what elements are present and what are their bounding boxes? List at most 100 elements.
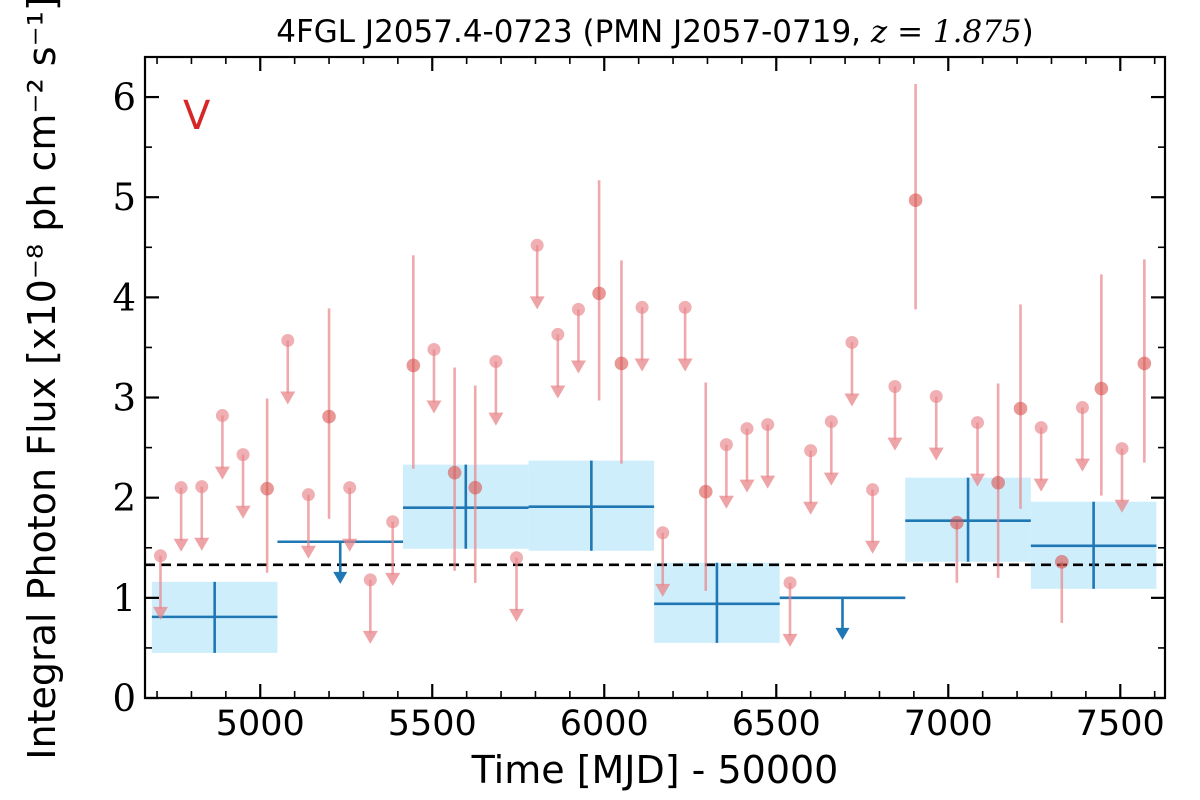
short-bin-upper-limit-arrow xyxy=(529,296,545,310)
short-bin-upper-limit-marker xyxy=(386,515,400,529)
short-bin-upper-limit-arrow xyxy=(194,537,210,551)
short-bin-upper-limit-arrow xyxy=(342,538,358,552)
short-bin-upper-limit-arrow xyxy=(280,391,296,405)
chart-title: 4FGL J2057.4-0723 (PMN J2057-0719, z = 1… xyxy=(276,14,1034,50)
short-bin-upper-limit-arrow xyxy=(634,358,650,372)
short-bin-upper-limit-marker xyxy=(761,418,775,432)
short-bin-upper-limit-arrow xyxy=(300,545,316,559)
short-bin-detection xyxy=(991,475,1005,490)
short-bin-upper-limit-marker xyxy=(635,300,649,314)
short-bin-upper-limit-marker xyxy=(427,342,441,356)
panel-label: V xyxy=(183,93,211,139)
short-bin-upper-limit-marker xyxy=(510,551,524,565)
long-bin-upper-limit-arrow xyxy=(333,571,348,584)
y-tick-label: 1 xyxy=(112,577,136,620)
short-bin-upper-limit-marker xyxy=(678,300,692,314)
y-tick-label: 4 xyxy=(112,276,136,319)
short-bin-detection xyxy=(592,286,606,301)
short-bin-upper-limit-marker xyxy=(1115,442,1129,456)
short-bin-upper-limit-marker xyxy=(301,488,315,502)
short-bin-detection xyxy=(1137,356,1152,371)
short-bin-upper-limit-arrow xyxy=(1033,478,1049,492)
short-bin-upper-limit-marker xyxy=(783,576,797,590)
short-bin-upper-limit-marker xyxy=(571,302,585,316)
short-bin-upper-limit-marker xyxy=(929,390,943,404)
short-bin-detection xyxy=(1094,381,1109,396)
short-bin-detection xyxy=(614,356,629,371)
short-bin-upper-limit-arrow xyxy=(718,495,734,509)
short-bin-upper-limit-marker xyxy=(281,333,295,347)
short-bin-detection xyxy=(447,465,462,480)
short-bin-upper-limit-marker xyxy=(1075,401,1089,415)
short-bin-upper-limit-marker xyxy=(888,380,902,394)
short-bin-upper-limit-marker xyxy=(656,526,670,540)
y-tick-label: 5 xyxy=(112,176,136,219)
chart-title-redshift: z = 1.875 xyxy=(870,14,1022,50)
x-tick-label: 5000 xyxy=(216,704,305,744)
short-bin-detection xyxy=(468,480,483,495)
short-bin-upper-limit-arrow xyxy=(928,447,944,461)
x-axis-label: Time [MJD] - 50000 xyxy=(471,748,839,792)
short-bin-detection xyxy=(908,193,923,208)
short-bin-upper-limit-arrow xyxy=(844,393,860,407)
short-bin-detection xyxy=(260,481,274,496)
short-bin-upper-limit-marker xyxy=(824,415,838,429)
y-tick-label: 0 xyxy=(112,677,136,720)
short-bin-upper-limit-arrow xyxy=(214,466,230,480)
x-tick-label: 6500 xyxy=(732,704,821,744)
short-bin-upper-limit-marker xyxy=(719,438,733,452)
x-tick-label: 7000 xyxy=(904,704,993,744)
short-bin-detection xyxy=(406,358,421,373)
short-bin-upper-limit-arrow xyxy=(385,572,401,586)
short-bin-upper-limit-marker xyxy=(845,335,859,349)
short-bin-upper-limit-marker xyxy=(804,444,818,458)
short-bin-upper-limit-arrow xyxy=(1074,458,1090,472)
short-bin-upper-limit-arrow xyxy=(760,475,776,489)
short-bin-upper-limit-arrow xyxy=(509,608,525,622)
short-bin-upper-limit-marker xyxy=(866,483,880,497)
short-bin-upper-limit-marker xyxy=(343,481,357,495)
plot-frame xyxy=(143,55,1167,700)
short-bin-detection xyxy=(698,484,713,499)
short-bin-upper-limit-marker xyxy=(551,327,565,341)
short-bin-upper-limit-marker xyxy=(530,238,544,252)
short-bin-upper-limit-arrow xyxy=(655,583,671,597)
short-bin-upper-limit-marker xyxy=(195,480,209,494)
short-bin-detection xyxy=(950,515,964,530)
short-bin-upper-limit-marker xyxy=(489,354,503,368)
long-bin-upper-limit-arrow xyxy=(835,627,850,640)
short-bin-detection xyxy=(1013,401,1028,416)
short-bin-upper-limit-arrow xyxy=(739,479,755,493)
x-tick-label: 7500 xyxy=(1076,704,1165,744)
short-bin-detection xyxy=(322,409,336,424)
short-bin-upper-limit-marker xyxy=(363,573,377,587)
short-bin-upper-limit-marker xyxy=(971,416,985,430)
short-bin-upper-limit-arrow xyxy=(362,630,378,644)
short-bin-upper-limit-arrow xyxy=(865,540,881,554)
chart-title-close: ) xyxy=(1022,14,1034,50)
plot-area: V 5000 5500 6000 6500 7000 7500 0 1 2 3 4 5 6 xyxy=(112,55,1167,744)
short-bin-detection xyxy=(1054,554,1069,569)
y-tick-label: 3 xyxy=(112,377,136,420)
short-bin-upper-limit-arrow xyxy=(570,360,586,374)
short-bin-upper-limit-arrow xyxy=(235,505,251,519)
short-bin-upper-limit-arrow xyxy=(782,633,798,647)
short-bin-upper-limit-marker xyxy=(236,448,250,462)
short-bin-upper-limit-arrow xyxy=(173,538,189,552)
short-bin-upper-limit-marker xyxy=(215,409,229,423)
short-bin-upper-limit-arrow xyxy=(823,472,839,486)
short-bin-upper-limit-marker xyxy=(174,481,188,495)
y-tick-label: 2 xyxy=(112,477,136,520)
x-tick-label: 6000 xyxy=(560,704,649,744)
y-axis-label: Integral Photon Flux [x10⁻⁸ ph cm⁻² s⁻¹] xyxy=(20,0,64,760)
short-bin-upper-limit-arrow xyxy=(1114,499,1130,513)
chart-title-main: 4FGL J2057.4-0723 (PMN J2057-0719, xyxy=(276,14,871,50)
short-bin-upper-limit-marker xyxy=(740,422,754,436)
short-bin-upper-limit-arrow xyxy=(426,400,442,414)
short-bin-upper-limit-marker xyxy=(1034,421,1048,435)
short-bin-upper-limit-arrow xyxy=(550,385,566,399)
x-tick-label: 5500 xyxy=(388,704,477,744)
short-bin-upper-limit-arrow xyxy=(488,412,504,426)
short-bin-upper-limit-arrow xyxy=(970,473,986,487)
